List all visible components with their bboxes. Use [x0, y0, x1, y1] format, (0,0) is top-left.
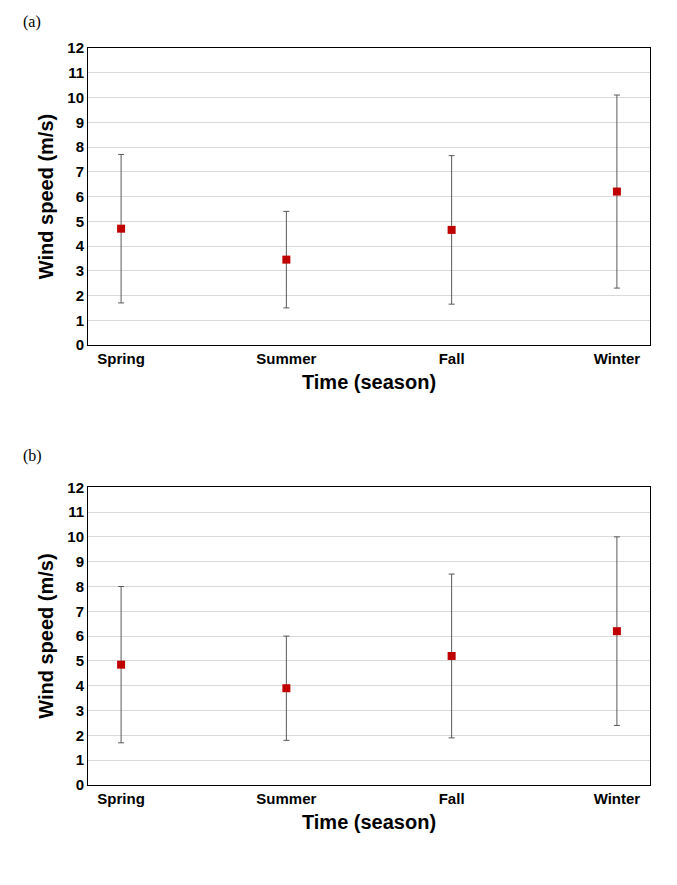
- svg-text:Wind speed (m/s): Wind speed (m/s): [35, 553, 57, 718]
- svg-text:3: 3: [76, 262, 84, 279]
- svg-text:12: 12: [67, 39, 84, 56]
- svg-text:10: 10: [67, 528, 84, 545]
- svg-text:(b): (b): [23, 447, 42, 465]
- svg-text:9: 9: [76, 553, 84, 570]
- svg-text:9: 9: [76, 114, 84, 131]
- svg-text:Time (season): Time (season): [302, 811, 436, 833]
- svg-text:8: 8: [76, 138, 84, 155]
- svg-text:10: 10: [67, 89, 84, 106]
- svg-text:4: 4: [76, 237, 85, 254]
- svg-text:4: 4: [76, 677, 85, 694]
- svg-text:Spring: Spring: [97, 790, 145, 807]
- svg-text:Fall: Fall: [439, 790, 465, 807]
- svg-text:Fall: Fall: [439, 350, 465, 367]
- svg-text:1: 1: [76, 312, 84, 329]
- svg-text:Spring: Spring: [97, 350, 145, 367]
- svg-text:Winter: Winter: [594, 790, 641, 807]
- svg-text:6: 6: [76, 627, 84, 644]
- svg-text:Summer: Summer: [256, 790, 316, 807]
- svg-text:2: 2: [76, 287, 84, 304]
- svg-text:Summer: Summer: [256, 350, 316, 367]
- svg-text:5: 5: [76, 213, 84, 230]
- svg-text:0: 0: [76, 336, 84, 353]
- svg-text:Time (season): Time (season): [302, 371, 436, 393]
- svg-text:2: 2: [76, 727, 84, 744]
- svg-text:3: 3: [76, 702, 84, 719]
- svg-text:Winter: Winter: [594, 350, 641, 367]
- svg-text:5: 5: [76, 652, 84, 669]
- svg-text:7: 7: [76, 163, 84, 180]
- svg-text:6: 6: [76, 188, 84, 205]
- svg-text:7: 7: [76, 603, 84, 620]
- svg-text:(a): (a): [23, 13, 41, 31]
- svg-text:Wind speed (m/s): Wind speed (m/s): [35, 114, 57, 279]
- svg-text:11: 11: [68, 64, 84, 81]
- svg-text:12: 12: [67, 479, 84, 496]
- svg-text:8: 8: [76, 578, 84, 595]
- svg-text:1: 1: [76, 751, 84, 768]
- svg-text:0: 0: [76, 776, 84, 793]
- svg-text:11: 11: [68, 503, 84, 520]
